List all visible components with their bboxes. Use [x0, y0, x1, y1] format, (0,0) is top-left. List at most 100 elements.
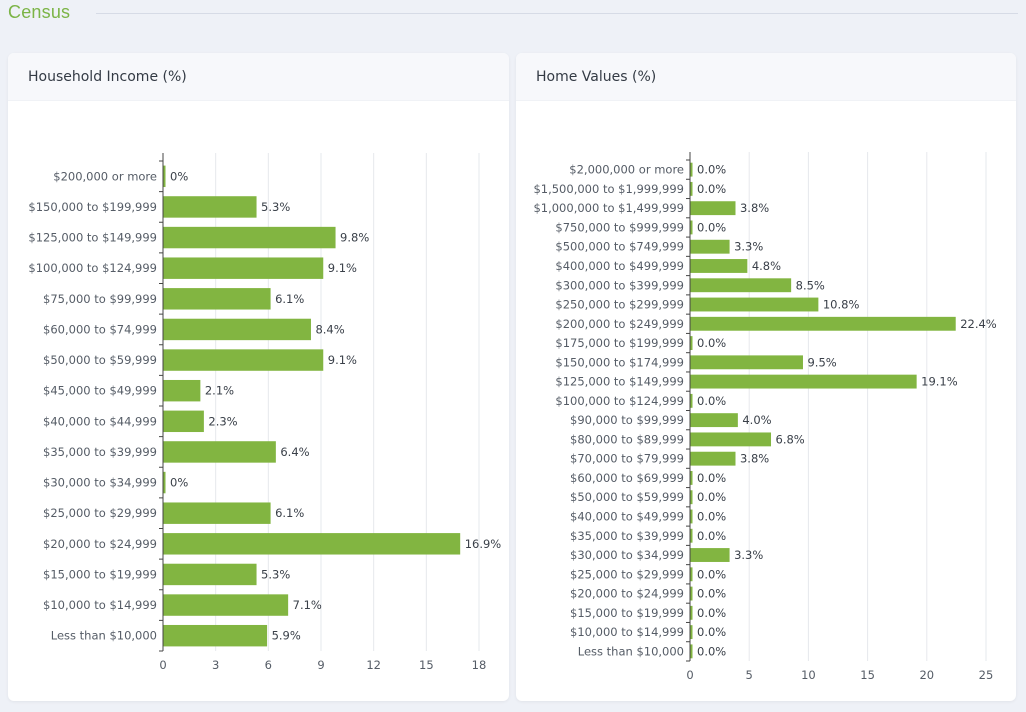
bar [163, 349, 324, 371]
value-label: 0.0% [697, 509, 726, 523]
value-label: 2.3% [208, 414, 237, 428]
bar [690, 201, 736, 216]
bar [690, 625, 693, 640]
category-label: $10,000 to $14,999 [570, 625, 684, 639]
value-label: 3.8% [740, 201, 769, 215]
category-label: $125,000 to $149,999 [28, 231, 157, 245]
value-label: 16.9% [465, 537, 502, 551]
bar [163, 563, 257, 586]
x-tick-label: 0 [159, 658, 166, 672]
category-label: $70,000 to $79,999 [570, 452, 684, 466]
category-label: $30,000 to $34,999 [570, 548, 684, 562]
bar [690, 471, 693, 485]
bar [690, 239, 730, 254]
value-label: 3.3% [734, 548, 763, 562]
bar [163, 624, 268, 647]
bar [690, 548, 730, 562]
value-label: 0.0% [697, 471, 726, 485]
bar [690, 393, 693, 408]
x-tick-label: 12 [366, 658, 381, 672]
x-tick-label: 25 [979, 668, 994, 682]
value-label: 5.3% [261, 567, 290, 581]
category-label: $200,000 to $249,999 [555, 317, 684, 331]
bar [163, 288, 271, 310]
category-label: $10,000 to $14,999 [43, 598, 157, 612]
bar [690, 490, 693, 505]
category-label: $80,000 to $89,999 [570, 432, 684, 446]
category-label: $45,000 to $49,999 [43, 384, 157, 398]
category-label: $20,000 to $24,999 [570, 587, 684, 601]
value-label: 0.0% [697, 182, 726, 196]
category-label: $40,000 to $44,999 [43, 414, 157, 428]
section-divider [96, 13, 1018, 14]
bar [690, 181, 693, 196]
category-label: $35,000 to $39,999 [570, 529, 684, 543]
category-label: $75,000 to $99,999 [43, 292, 157, 306]
bar [690, 336, 693, 350]
bar [690, 605, 693, 620]
category-label: $200,000 or more [53, 169, 157, 183]
category-label: $1,000,000 to $1,499,999 [533, 201, 684, 215]
value-label: 9.8% [340, 231, 369, 245]
card-header: Household Income (%) [8, 53, 509, 101]
value-label: 0.0% [697, 394, 726, 408]
category-label: Less than $10,000 [578, 644, 684, 658]
bar [163, 318, 311, 341]
category-label: $300,000 to $399,999 [555, 278, 684, 292]
value-label: 0% [170, 169, 188, 183]
bar [690, 316, 956, 331]
value-label: 7.1% [293, 598, 322, 612]
bar [690, 355, 803, 370]
category-label: $15,000 to $19,999 [43, 567, 157, 581]
category-label: $125,000 to $149,999 [555, 375, 684, 389]
value-label: 6.4% [280, 445, 309, 459]
bar [163, 502, 271, 524]
value-label: 22.4% [960, 317, 997, 331]
bar [690, 162, 693, 177]
category-label: $40,000 to $49,999 [570, 509, 684, 523]
x-tick-label: 20 [919, 668, 934, 682]
household-income-chart: 0 3 6 9 12 15 18 $200,000 or more 0% $150,000 to … [28, 153, 502, 672]
household-income-card: Household Income (%) 0 3 6 9 12 15 18 $200,000 … [8, 53, 509, 701]
bar [690, 528, 693, 543]
bar [690, 644, 693, 659]
value-label: 8.5% [796, 278, 825, 292]
x-tick-label: 15 [860, 668, 875, 682]
value-label: 9.5% [807, 355, 836, 369]
value-label: 0.0% [697, 625, 726, 639]
card-title: Household Income (%) [28, 68, 187, 85]
bar [690, 278, 792, 293]
category-label: $25,000 to $29,999 [570, 567, 684, 581]
value-label: 3.8% [740, 452, 769, 466]
x-tick-label: 15 [419, 658, 434, 672]
category-label: $250,000 to $299,999 [555, 298, 684, 312]
bar [163, 594, 289, 616]
category-label: $35,000 to $39,999 [43, 445, 157, 459]
value-label: 0.0% [697, 567, 726, 581]
value-label: 19.1% [921, 375, 958, 389]
bar [163, 471, 166, 494]
value-label: 6.8% [776, 432, 805, 446]
value-label: 6.1% [275, 506, 304, 520]
value-label: 0% [170, 476, 188, 490]
bar [163, 165, 166, 188]
x-tick-label: 5 [746, 668, 753, 682]
value-label: 0.0% [697, 587, 726, 601]
x-tick-label: 10 [801, 668, 816, 682]
bar [163, 441, 276, 463]
bar [690, 413, 738, 428]
section-title: Census [8, 2, 71, 22]
category-label: $30,000 to $34,999 [43, 476, 157, 490]
category-label: $50,000 to $59,999 [570, 490, 684, 504]
value-label: 8.4% [315, 322, 344, 336]
category-label: $500,000 to $749,999 [555, 240, 684, 254]
bar [690, 259, 748, 273]
bar [163, 196, 257, 218]
category-label: Less than $10,000 [51, 629, 157, 643]
value-label: 5.3% [261, 200, 290, 214]
card-header: Home Values (%) [516, 53, 1016, 101]
value-label: 10.8% [823, 298, 860, 312]
bar [690, 451, 736, 466]
category-label: $15,000 to $19,999 [570, 606, 684, 620]
category-label: $175,000 to $199,999 [555, 336, 684, 350]
